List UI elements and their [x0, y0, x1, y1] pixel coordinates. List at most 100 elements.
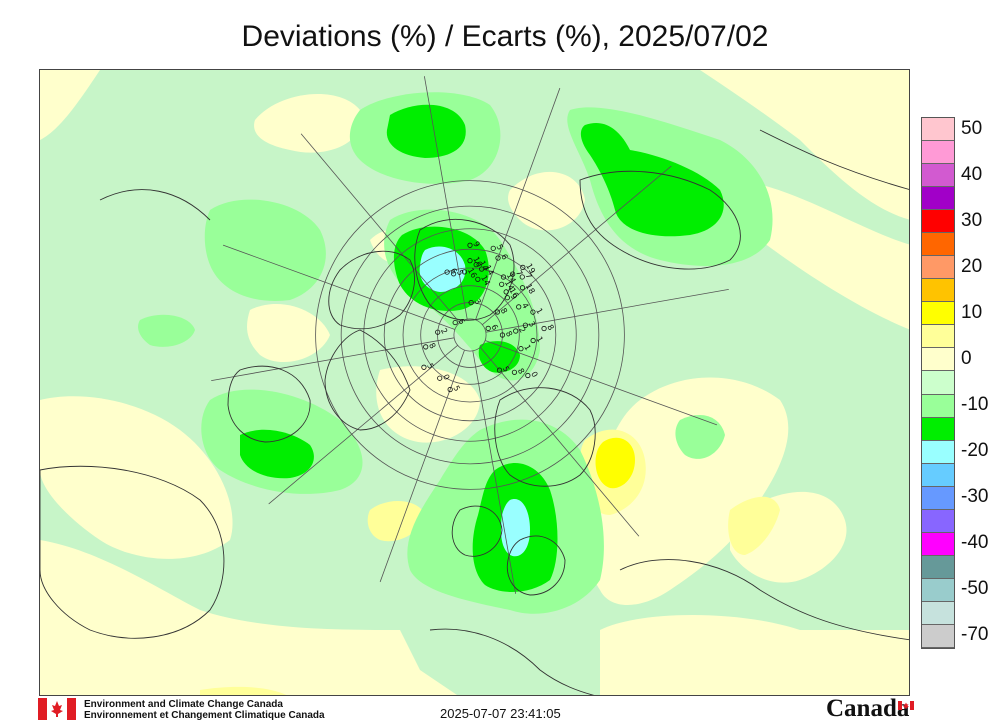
legend-swatch: [922, 532, 954, 556]
station-marker: 5: [447, 384, 462, 393]
legend-label: 40: [961, 163, 983, 185]
station-dot: [423, 344, 429, 350]
meridian-line: [300, 133, 460, 323]
station-dot: [513, 328, 519, 334]
latitude-circle: [340, 205, 600, 465]
legend-swatch: [922, 279, 954, 303]
station-marker: 1: [530, 307, 545, 316]
station-marker: 7: [510, 269, 524, 278]
station-value: 6: [499, 253, 509, 262]
legend-label: -20: [961, 440, 989, 462]
legend-label: 0: [961, 347, 972, 369]
station-dot: [496, 367, 503, 373]
station-value: 8: [499, 307, 509, 316]
station-dot: [519, 274, 525, 280]
station-marker: 0: [437, 373, 451, 382]
legend-swatch: [922, 164, 954, 188]
meridian-line: [423, 76, 468, 320]
station-marker: 2: [435, 327, 449, 336]
legend-swatch: [922, 624, 954, 648]
station-dot: [468, 299, 474, 306]
station-marker: 16: [461, 266, 479, 280]
station-marker: 3: [468, 297, 483, 306]
station-marker: 5: [490, 243, 505, 252]
station-dot: [494, 309, 500, 315]
station-dot: [511, 369, 518, 375]
station-marker: 0: [525, 370, 539, 379]
station-marker: 1: [518, 343, 533, 352]
station-value: 8: [545, 323, 555, 332]
legend-label: -50: [961, 578, 989, 600]
legend-label: 50: [961, 117, 983, 139]
wordmark-flag-icon: [898, 697, 914, 715]
station-value: 8: [427, 341, 437, 350]
station-value: 5: [494, 243, 504, 252]
station-marker: 16: [467, 255, 484, 268]
station-value: 5: [425, 362, 435, 371]
station-dot: [485, 325, 491, 331]
station-value: 1: [534, 307, 544, 316]
station-dot: [452, 319, 458, 326]
station-marker: 8: [511, 367, 526, 376]
station-value: 6: [448, 267, 458, 276]
legend-swatch: [922, 233, 954, 257]
meridian-line: [484, 340, 718, 426]
station-value: 14: [479, 274, 492, 287]
station-value: 16: [507, 286, 520, 299]
station-value: 16: [466, 266, 479, 279]
station-dot: [437, 375, 443, 381]
station-value: 8: [516, 367, 526, 376]
station-dot: [421, 364, 427, 370]
station-dot: [447, 386, 453, 393]
station-dot: [504, 295, 510, 301]
legend-swatch: [922, 394, 954, 418]
station-marker: 5: [421, 362, 436, 371]
station-value: 18: [524, 282, 537, 295]
meridian-line: [211, 337, 455, 382]
station-value: 3: [472, 297, 482, 306]
station-value: 7: [524, 271, 534, 280]
station-marker: 6: [495, 253, 510, 262]
station-dot: [490, 245, 496, 251]
station-marker: 9: [504, 292, 519, 301]
page-title: Deviations (%) / Ecarts (%), 2025/07/02: [241, 20, 769, 53]
legend-swatch: [922, 486, 954, 510]
station-value: 5: [451, 384, 461, 393]
station-value: 0: [529, 370, 539, 379]
legend-swatch: [922, 371, 954, 395]
station-marker: 6: [452, 317, 467, 326]
station-dot: [461, 269, 468, 275]
station-marker: 14: [473, 259, 490, 272]
station-value: 19: [524, 262, 537, 275]
latitude-circle: [453, 318, 487, 352]
agency-name-en: Environment and Climate Change Canada: [84, 699, 283, 710]
station-value: 0: [441, 373, 451, 382]
legend-label: 20: [961, 255, 983, 277]
station-marker: 14: [479, 264, 496, 277]
station-value: 14: [477, 259, 490, 272]
legend-label: -70: [961, 624, 989, 646]
meridian-line: [485, 288, 729, 333]
station-dot: [495, 255, 501, 261]
legend-swatch: [922, 555, 954, 579]
latitude-circle: [315, 180, 625, 490]
coastlines: [40, 129, 909, 695]
legend-label: -40: [961, 532, 989, 554]
latitude-circle: [383, 248, 557, 422]
legend-swatch: [922, 256, 954, 280]
station-dot: [475, 276, 481, 282]
station-dot: [435, 329, 441, 335]
station-marker: 16: [503, 286, 520, 300]
station-marker: 8: [494, 307, 509, 316]
station-value: 5: [455, 268, 465, 277]
station-dot: [530, 337, 536, 344]
legend-label: 10: [961, 301, 983, 323]
graticule: [211, 76, 729, 594]
station-dot: [500, 274, 507, 280]
polar-map[interactable]: 6 8 2 1 8 3 1 4 1 8 9 16 18 14 7 14 7 19 14 14 14 16 16 9 5 6 5 6 3 6…: [39, 69, 910, 696]
station-marker: 4: [516, 301, 530, 310]
positive-anomaly-peak: [595, 437, 635, 489]
station-value: 1: [522, 343, 532, 352]
color-legend: [921, 117, 955, 649]
